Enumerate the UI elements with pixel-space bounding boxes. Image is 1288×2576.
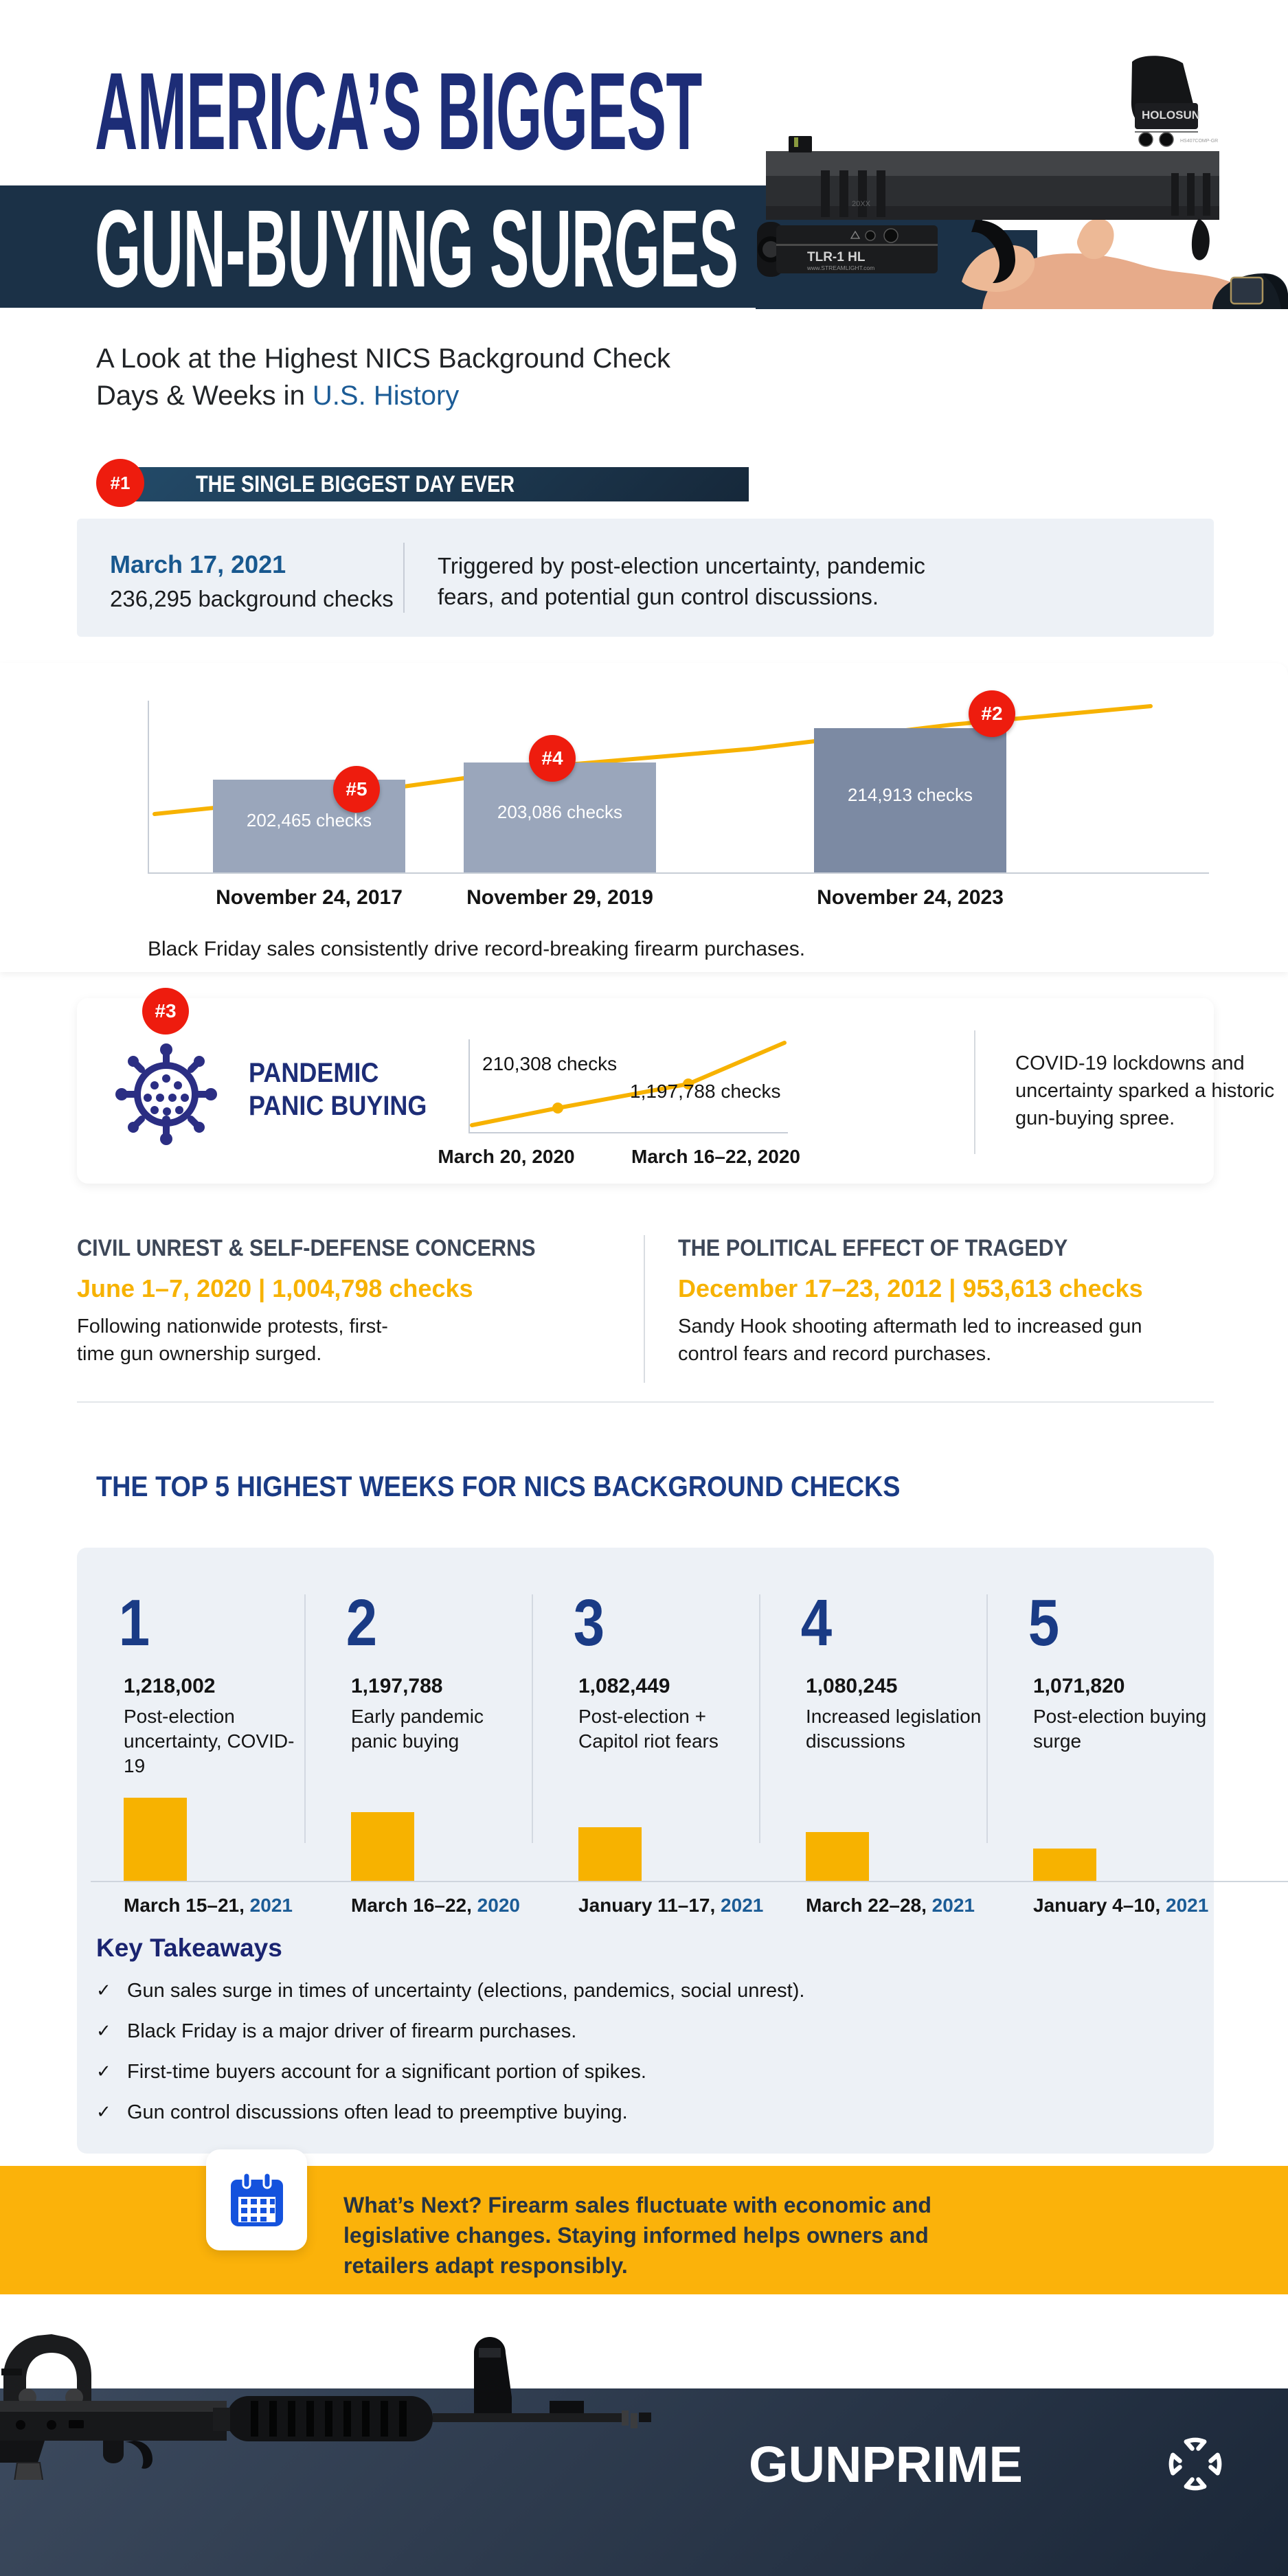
- svg-text:HS407COMP-GR: HS407COMP-GR: [1180, 139, 1218, 144]
- svg-text:TLR-1 HL: TLR-1 HL: [807, 250, 866, 264]
- svg-text:GUNPRIME: GUNPRIME: [749, 2436, 1023, 2493]
- svg-text:20XX: 20XX: [852, 200, 871, 208]
- svg-text:www.STREAMLIGHT.com: www.STREAMLIGHT.com: [806, 264, 874, 271]
- svg-text:HOLOSUN: HOLOSUN: [1142, 109, 1200, 122]
